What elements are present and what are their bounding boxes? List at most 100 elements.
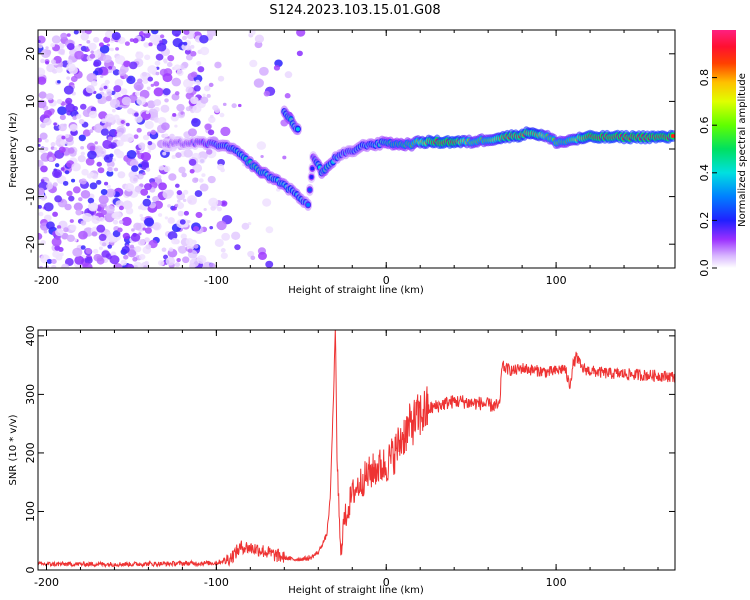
spectrogram-noise-blob — [147, 65, 158, 74]
spectrogram-noise-blob — [144, 54, 151, 61]
spectrogram-noise-blob — [216, 163, 224, 171]
spectrogram-noise-blob — [88, 202, 98, 212]
spectrogram-noise-blob — [158, 165, 165, 171]
spectrogram-noise-blob — [172, 37, 183, 48]
spectrogram-noise-blob — [208, 82, 214, 88]
spectrogram-ridge-core — [310, 166, 315, 171]
spectrogram-noise-blob — [61, 135, 66, 140]
spectrogram-noise-blob — [109, 61, 114, 66]
spectrogram-noise-blob — [163, 254, 169, 260]
spectrogram-noise-blob — [176, 190, 183, 196]
spectrogram-noise-blob — [162, 189, 173, 199]
spectrogram-noise-blob — [181, 43, 189, 51]
spectrogram-noise-blob — [40, 165, 48, 173]
spectrogram-noise-blob — [144, 227, 152, 234]
spectrogram-noise-blob — [38, 187, 45, 196]
spectrogram-noise-blob — [186, 243, 195, 251]
spectrogram-noise-blob — [88, 110, 98, 119]
spectrogram-noise-blob — [129, 38, 134, 43]
spectrogram-noise-blob — [111, 31, 121, 41]
spectrogram-noise-blob — [176, 103, 185, 112]
spectrogram-noise-blob — [134, 112, 139, 117]
spectrogram-noise-blob — [139, 213, 144, 218]
spectrogram-noise-blob — [188, 158, 197, 166]
spectrogram-noise-blob — [60, 167, 65, 171]
spectrogram-noise-blob — [176, 257, 181, 263]
spectrogram-noise-blob — [80, 145, 85, 150]
spectrogram-noise-blob — [90, 80, 98, 87]
spectrogram-noise-blob — [167, 231, 178, 241]
spectrogram-noise-blob — [122, 200, 133, 210]
colorbar-label: Normalized spectral amplitude — [737, 73, 748, 227]
spectrogram-noise-blob — [60, 139, 67, 146]
spectrogram-noise-blob — [125, 207, 134, 215]
spectrogram-noise-blob — [84, 256, 93, 265]
spectrogram-noise-blob — [172, 206, 177, 211]
spectrogram-noise-blob — [109, 98, 121, 109]
spectrogram-noise-blob — [153, 87, 164, 97]
spectrogram-noise-blob — [143, 265, 147, 268]
spectrogram-noise-blob — [55, 66, 63, 73]
spectrogram-ytick-label: -10 — [24, 188, 37, 206]
spectrogram-noise-blob — [157, 260, 165, 266]
spectrogram-noise-blob — [256, 141, 267, 150]
spectrogram-noise-blob — [152, 222, 161, 230]
spectrogram-noise-blob — [220, 248, 226, 253]
spectrogram-noise-blob — [90, 106, 97, 112]
spectrogram-noise-blob — [45, 93, 54, 101]
spectrogram-noise-blob — [174, 262, 181, 268]
spectrogram-noise-blob — [260, 155, 264, 159]
spectrogram-noise-blob — [98, 42, 104, 47]
spectrogram-ridge-core — [306, 202, 311, 207]
spectrogram-noise-blob — [133, 134, 139, 139]
spectrogram-noise-blob — [82, 129, 91, 137]
spectrogram-noise-blob — [136, 127, 142, 133]
spectrogram-noise-blob — [71, 178, 76, 183]
spectrogram-noise-blob — [158, 182, 167, 191]
spectrogram-noise-blob — [262, 198, 272, 207]
spectrogram-noise-blob — [197, 66, 205, 73]
spectrogram-noise-blob — [179, 65, 185, 70]
spectrogram-noise-blob — [142, 30, 150, 34]
spectrogram-noise-blob — [43, 202, 54, 212]
spectrogram-noise-blob — [185, 238, 194, 246]
spectrogram-noise-blob — [84, 30, 92, 35]
spectrogram-noise-blob — [115, 47, 119, 51]
spectrogram-noise-blob — [171, 77, 182, 87]
spectrogram-noise-blob — [90, 50, 94, 54]
spectrogram-noise-blob — [68, 66, 78, 75]
spectrogram-noise-blob — [99, 87, 104, 91]
spectrogram-noise-blob — [161, 122, 170, 131]
spectrogram-noise-blob — [87, 150, 97, 160]
snr-panel: -200 -100 0 100 0 100 200 300 400 Height of stra… — [8, 325, 676, 596]
spectrogram-noise-blob — [214, 107, 221, 114]
spectrogram-noise-blob — [195, 79, 201, 84]
spectrogram-noise-blob — [81, 168, 89, 176]
spectrogram-noise-blob — [85, 85, 95, 94]
spectrogram-noise-blob — [96, 257, 105, 265]
figure-title: S124.2023.103.15.01.G08 — [269, 3, 440, 18]
spectrogram-noise-blob — [112, 211, 122, 220]
spectrogram-noise-blob — [180, 233, 187, 240]
spectrogram-noise-blob — [176, 202, 185, 210]
spectrogram-noise-blob — [120, 88, 128, 95]
spectrogram-noise-blob — [129, 244, 135, 249]
spectrogram-noise-blob — [101, 242, 107, 247]
spectrogram-noise-blob — [174, 203, 179, 208]
spectrogram-noise-blob — [50, 59, 56, 65]
spectrogram-noise-blob — [67, 136, 73, 142]
snr-ytick-label: 400 — [24, 325, 37, 346]
spectrogram-noise-blob — [133, 222, 142, 231]
spectrogram-noise-blob — [118, 219, 124, 225]
spectrogram-noise-blob — [150, 83, 155, 87]
spectrogram-noise-blob — [145, 167, 151, 172]
spectrogram-noise-blob — [89, 53, 96, 59]
spectrogram-noise-blob — [214, 61, 222, 69]
spectrogram-noise-blob — [259, 66, 269, 76]
spectrogram-noise-blob — [191, 118, 201, 127]
spectrogram-noise-blob — [69, 224, 77, 231]
spectrogram-noise-blob — [183, 30, 190, 35]
spectrogram-noise-blob — [107, 136, 113, 142]
